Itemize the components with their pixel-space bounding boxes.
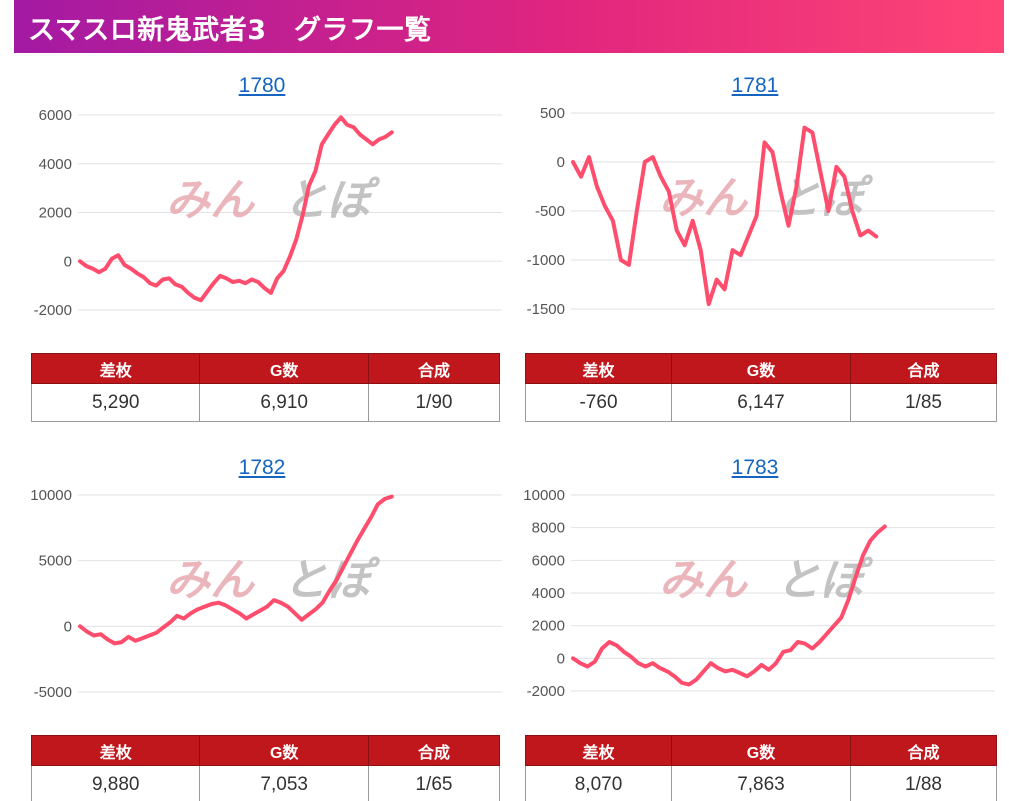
stats-value-rate: 1/65: [367, 765, 501, 801]
stats-header-games: G数: [671, 735, 851, 766]
y-tick-label: -2000: [527, 683, 565, 700]
y-tick-label: 0: [64, 253, 72, 270]
stats-value-games: 7,863: [671, 765, 851, 801]
y-tick-label: 0: [64, 618, 72, 635]
stats-header-games: G数: [199, 353, 369, 384]
stats-header-row: 差枚 G数 合成: [30, 735, 501, 766]
y-tick-label: 6000: [39, 107, 72, 124]
stats-header-rate: 合成: [849, 735, 998, 766]
machine-number-link[interactable]: 1780: [238, 74, 286, 97]
stats-header-rate: 合成: [367, 735, 501, 766]
y-tick-label: -1000: [527, 252, 565, 269]
stats-header-row: 差枚 G数 合成: [30, 353, 501, 384]
stats-value-games: 6,910: [199, 383, 369, 422]
y-tick-label: -500: [535, 203, 565, 220]
stats-table: 差枚 G数 合成 5,290 6,910 1/90: [30, 353, 501, 422]
series-line: [571, 524, 887, 687]
y-tick-label: -5000: [34, 684, 72, 701]
stats-value-games: 6,147: [671, 383, 851, 422]
stats-header-row: 差枚 G数 合成: [525, 735, 998, 766]
slump-chart: 10000 8000 6000 4000 2000 0 -2000 みん とぽ: [523, 487, 995, 700]
stats-header-games: G数: [671, 353, 851, 384]
y-tick-label: 2000: [532, 618, 565, 635]
stats-header-row: 差枚 G数 合成: [525, 353, 998, 384]
y-tick-label: 4000: [532, 585, 565, 602]
machine-number-link[interactable]: 1783: [731, 456, 779, 479]
watermark-logo-left: みん: [166, 175, 256, 226]
stats-header-rate: 合成: [367, 353, 501, 384]
y-tick-label: -2000: [34, 302, 72, 319]
y-tick-label: 0: [557, 650, 565, 667]
watermark-logo-right: とぽ: [283, 555, 381, 606]
stats-value-diff: 5,290: [30, 383, 201, 422]
stats-value-diff: 9,880: [30, 765, 201, 801]
stats-header-diff: 差枚: [30, 735, 201, 766]
stats-value-row: 5,290 6,910 1/90: [30, 383, 501, 422]
stats-table: 差枚 G数 合成 8,070 7,863 1/88: [525, 735, 998, 801]
y-tick-label: 10000: [30, 487, 72, 504]
stats-value-row: -760 6,147 1/85: [525, 383, 998, 422]
stats-value-rate: 1/85: [849, 383, 998, 422]
stats-value-rate: 1/88: [849, 765, 998, 801]
watermark-logo-left: みん: [166, 555, 256, 606]
series-line: [78, 494, 394, 646]
stats-value-diff: -760: [525, 383, 672, 422]
series-line: [78, 115, 394, 303]
stats-value-diff: 8,070: [525, 765, 672, 801]
watermark-logo-right: とぽ: [776, 555, 874, 606]
y-tick-label: 5000: [39, 553, 72, 570]
stats-table: 差枚 G数 合成 9,880 7,053 1/65: [30, 735, 501, 801]
y-tick-label: 6000: [532, 552, 565, 569]
y-tick-label: 0: [557, 154, 565, 171]
stats-header-diff: 差枚: [525, 735, 672, 766]
stats-value-row: 9,880 7,053 1/65: [30, 765, 501, 801]
stats-header-diff: 差枚: [30, 353, 201, 384]
stats-header-games: G数: [199, 735, 369, 766]
watermark-logo-left: みん: [659, 555, 749, 606]
watermark-logo-right: とぽ: [283, 175, 381, 226]
y-tick-label: 8000: [532, 520, 565, 537]
machine-number-link[interactable]: 1781: [731, 74, 779, 97]
page-title: スマスロ新鬼武者3 グラフ一覧: [28, 15, 432, 46]
slump-chart: 10000 5000 0 -5000 みん とぽ: [30, 487, 502, 701]
stats-header-rate: 合成: [849, 353, 998, 384]
stats-header-diff: 差枚: [525, 353, 672, 384]
series-line: [571, 125, 879, 307]
stats-value-rate: 1/90: [367, 383, 501, 422]
y-tick-label: 4000: [39, 156, 72, 173]
machine-number-link[interactable]: 1782: [238, 456, 286, 479]
stats-value-games: 7,053: [199, 765, 369, 801]
page-header: スマスロ新鬼武者3 グラフ一覧: [14, 0, 1004, 53]
y-tick-label: 10000: [523, 487, 565, 504]
y-tick-label: 2000: [39, 205, 72, 222]
stats-table: 差枚 G数 合成 -760 6,147 1/85: [525, 353, 998, 422]
stats-value-row: 8,070 7,863 1/88: [525, 765, 998, 801]
slump-chart: 6000 4000 2000 0 -2000 みん とぽ: [34, 107, 502, 319]
y-tick-label: -1500: [527, 301, 565, 318]
y-tick-label: 500: [540, 105, 565, 122]
